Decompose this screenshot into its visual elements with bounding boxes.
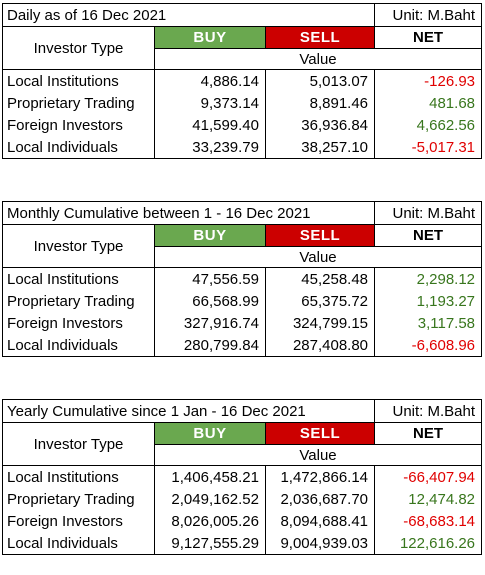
net-value: 4,662.56	[374, 114, 483, 136]
investor-type-header: Investor Type	[2, 26, 155, 70]
buy-value: 47,556.59	[154, 267, 266, 290]
row-label: Foreign Investors	[2, 510, 155, 532]
sell-value: 287,408.80	[264, 334, 376, 357]
net-value: 12,474.82	[374, 488, 483, 510]
table-row: Proprietary Trading 66,568.99 65,375.72 …	[2, 290, 483, 312]
yearly-table: Yearly Cumulative since 1 Jan - 16 Dec 2…	[1, 399, 483, 555]
sell-value: 38,257.10	[264, 136, 376, 159]
row-label: Proprietary Trading	[2, 488, 155, 510]
sell-value: 1,472,866.14	[264, 465, 376, 488]
table-row: Local Individuals 9,127,555.29 9,004,939…	[2, 532, 483, 555]
value-header: Value	[153, 246, 483, 268]
row-label: Local Institutions	[2, 465, 155, 488]
table-title: Daily as of 16 Dec 2021	[1, 3, 376, 27]
buy-value: 2,049,162.52	[154, 488, 266, 510]
net-value: -66,407.94	[374, 465, 483, 488]
row-label: Foreign Investors	[2, 312, 155, 334]
sell-value: 8,094,688.41	[264, 510, 376, 532]
net-header: NET	[374, 422, 483, 445]
investor-type-header: Investor Type	[2, 224, 155, 268]
monthly-table: Monthly Cumulative between 1 - 16 Dec 20…	[1, 201, 483, 357]
table-row: Local Institutions 47,556.59 45,258.48 2…	[2, 267, 483, 290]
net-value: 3,117.58	[374, 312, 483, 334]
value-header: Value	[153, 48, 483, 70]
net-value: 122,616.26	[374, 532, 483, 555]
buy-header: BUY	[154, 26, 266, 49]
buy-value: 9,127,555.29	[154, 532, 266, 555]
buy-value: 280,799.84	[154, 334, 266, 357]
table-title: Yearly Cumulative since 1 Jan - 16 Dec 2…	[1, 399, 376, 423]
net-header: NET	[374, 26, 483, 49]
unit-label: Unit: M.Baht	[374, 3, 483, 27]
net-value: -68,683.14	[374, 510, 483, 532]
row-label: Local Individuals	[2, 334, 155, 357]
sell-value: 324,799.15	[264, 312, 376, 334]
buy-header: BUY	[154, 224, 266, 247]
buy-value: 41,599.40	[154, 114, 266, 136]
net-value: -6,608.96	[374, 334, 483, 357]
sell-header: SELL	[264, 224, 376, 247]
row-label: Local Institutions	[2, 267, 155, 290]
value-header: Value	[153, 444, 483, 466]
table-row: Foreign Investors 327,916.74 324,799.15 …	[2, 312, 483, 334]
row-label: Proprietary Trading	[2, 92, 155, 114]
investor-type-header: Investor Type	[2, 422, 155, 466]
sell-header: SELL	[264, 26, 376, 49]
table-row: Proprietary Trading 2,049,162.52 2,036,6…	[2, 488, 483, 510]
buy-value: 66,568.99	[154, 290, 266, 312]
table-row: Proprietary Trading 9,373.14 8,891.46 48…	[2, 92, 483, 114]
table-row: Local Individuals 280,799.84 287,408.80 …	[2, 334, 483, 357]
row-label: Local Individuals	[2, 532, 155, 555]
buy-value: 8,026,005.26	[154, 510, 266, 532]
net-value: -126.93	[374, 69, 483, 92]
net-value: 481.68	[374, 92, 483, 114]
sell-header: SELL	[264, 422, 376, 445]
table-row: Local Individuals 33,239.79 38,257.10 -5…	[2, 136, 483, 159]
net-value: 1,193.27	[374, 290, 483, 312]
sell-value: 5,013.07	[264, 69, 376, 92]
row-label: Foreign Investors	[2, 114, 155, 136]
daily-table: Daily as of 16 Dec 2021 Unit: M.Baht Inv…	[1, 3, 483, 159]
sell-value: 36,936.84	[264, 114, 376, 136]
net-value: 2,298.12	[374, 267, 483, 290]
sell-value: 65,375.72	[264, 290, 376, 312]
buy-value: 4,886.14	[154, 69, 266, 92]
buy-value: 33,239.79	[154, 136, 266, 159]
sell-value: 45,258.48	[264, 267, 376, 290]
table-row: Foreign Investors 8,026,005.26 8,094,688…	[2, 510, 483, 532]
buy-value: 9,373.14	[154, 92, 266, 114]
row-label: Local Individuals	[2, 136, 155, 159]
buy-header: BUY	[154, 422, 266, 445]
row-label: Proprietary Trading	[2, 290, 155, 312]
table-title: Monthly Cumulative between 1 - 16 Dec 20…	[1, 201, 376, 225]
row-label: Local Institutions	[2, 69, 155, 92]
unit-label: Unit: M.Baht	[374, 399, 483, 423]
sell-value: 8,891.46	[264, 92, 376, 114]
table-row: Local Institutions 4,886.14 5,013.07 -12…	[2, 69, 483, 92]
net-header: NET	[374, 224, 483, 247]
table-row: Local Institutions 1,406,458.21 1,472,86…	[2, 465, 483, 488]
unit-label: Unit: M.Baht	[374, 201, 483, 225]
net-value: -5,017.31	[374, 136, 483, 159]
table-row: Foreign Investors 41,599.40 36,936.84 4,…	[2, 114, 483, 136]
sell-value: 9,004,939.03	[264, 532, 376, 555]
buy-value: 1,406,458.21	[154, 465, 266, 488]
sell-value: 2,036,687.70	[264, 488, 376, 510]
buy-value: 327,916.74	[154, 312, 266, 334]
